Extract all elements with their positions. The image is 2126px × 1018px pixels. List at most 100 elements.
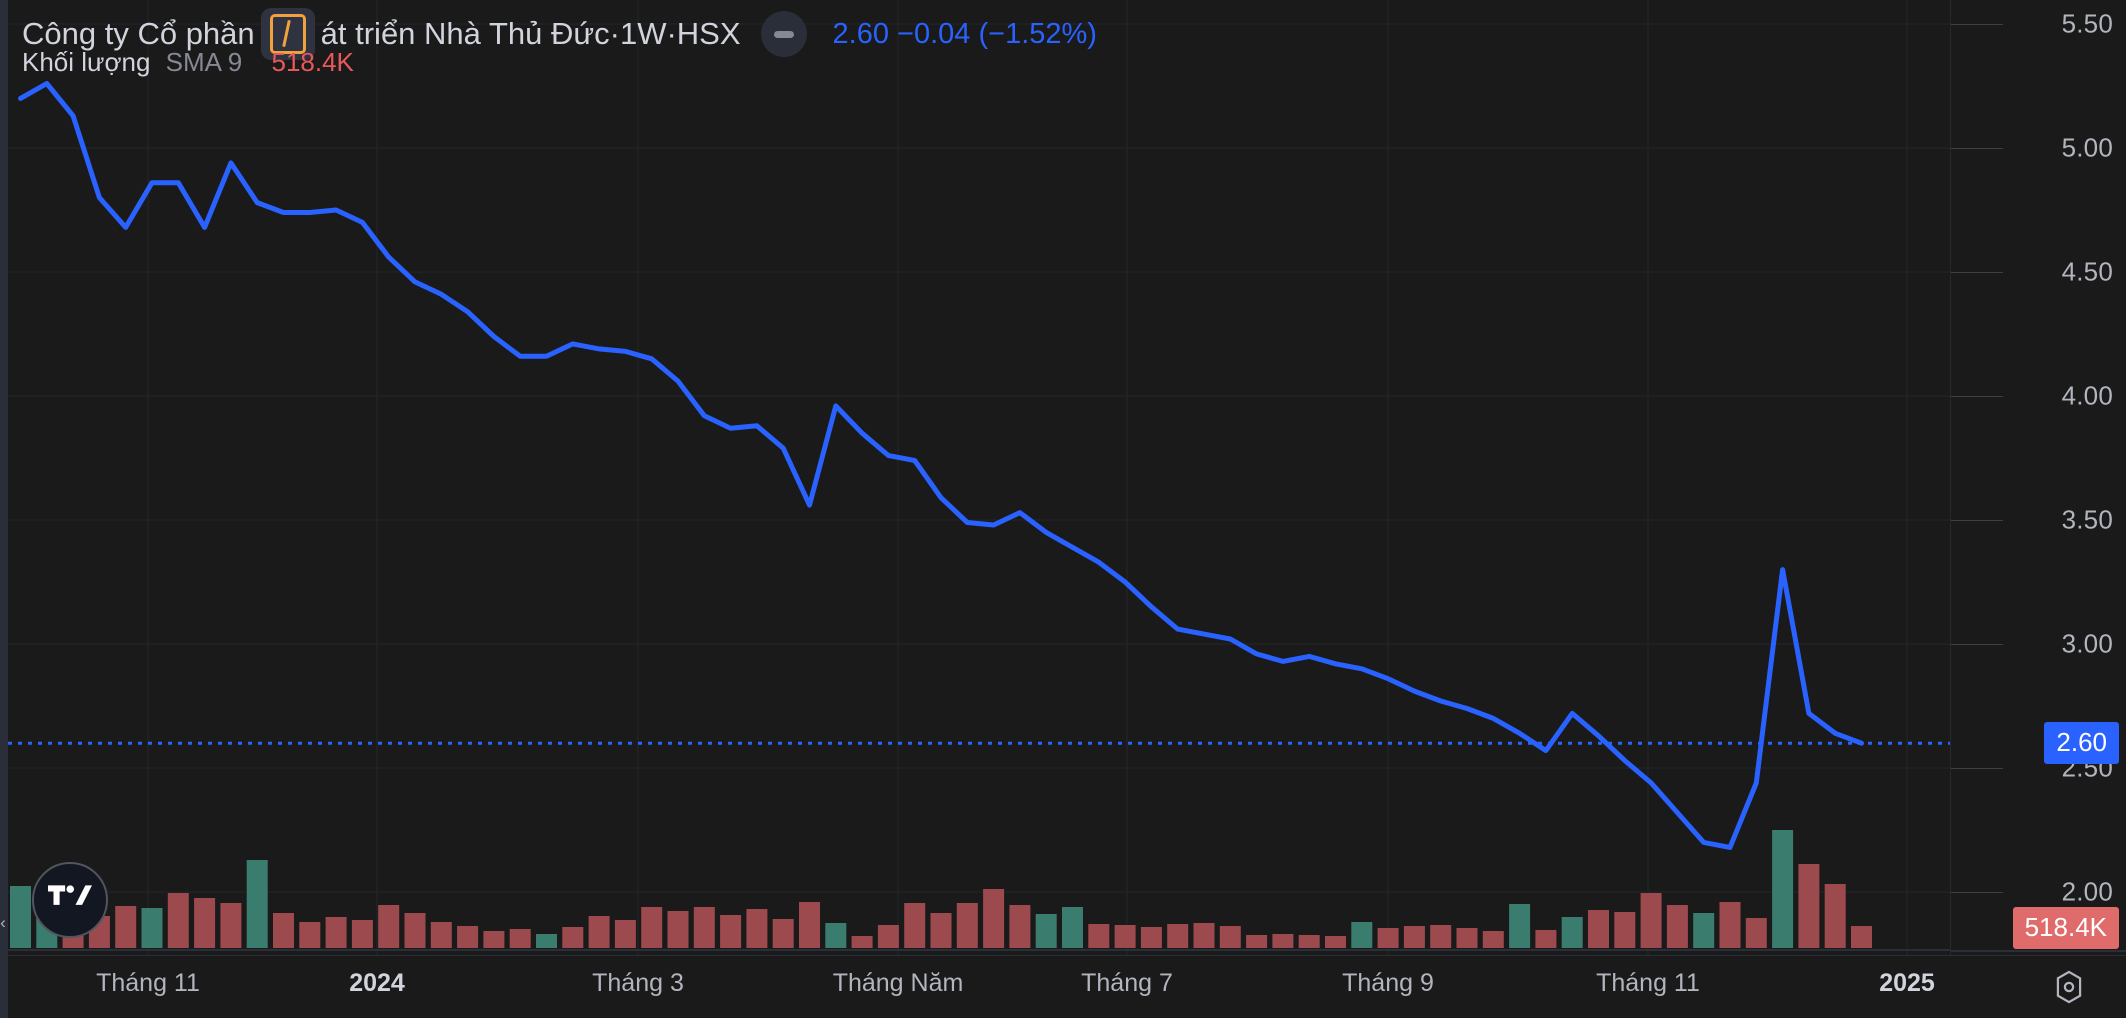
volume-bar [1535, 930, 1557, 948]
volume-bar [1482, 931, 1504, 948]
volume-bar [430, 922, 452, 948]
volume-bar [1325, 936, 1346, 948]
volume-bar [720, 915, 742, 948]
volume-bar [1403, 926, 1425, 948]
volume-bar [141, 908, 163, 948]
volume-bar [1614, 912, 1636, 948]
time-axis-tick: Tháng 9 [1342, 969, 1434, 997]
volume-bar [1088, 924, 1110, 948]
volume-bar [904, 903, 926, 948]
price-axis-tick: 4.00 [2061, 380, 2113, 411]
volume-legend-sma: SMA 9 [165, 47, 243, 77]
volume-bar [483, 931, 505, 948]
volume-bar [404, 913, 426, 948]
volume-bar [1666, 905, 1688, 948]
volume-bar [877, 925, 899, 948]
volume-bar [1824, 884, 1846, 948]
price-axis-tick: 3.00 [2061, 628, 2113, 659]
time-axis-tick: Tháng Năm [832, 969, 964, 997]
current-volume-tag[interactable]: 518.4K [2012, 907, 2119, 949]
volume-bar [562, 927, 584, 948]
volume-bar [1219, 926, 1241, 948]
volume-bar [614, 920, 636, 948]
minus-circle-icon[interactable] [760, 11, 807, 57]
price-axis-tick-mark [1951, 148, 2003, 149]
volume-bar [325, 917, 347, 948]
volume-bar [1377, 928, 1399, 948]
interval-label[interactable]: 1W [619, 16, 667, 51]
exchange-label: HSX [676, 16, 741, 51]
volume-bar [1009, 905, 1031, 948]
volume-legend-name[interactable]: Khối lượng [22, 47, 151, 77]
volume-bar [667, 911, 689, 948]
volume-bar [1430, 925, 1452, 948]
price-and-volume-plot [8, 0, 1950, 955]
volume-bar [536, 934, 557, 948]
volume-bar [1272, 934, 1294, 948]
volume-bar [693, 907, 715, 948]
volume-bar [273, 913, 294, 948]
time-axis-tick: 2025 [1879, 969, 1935, 997]
volume-legend: Khối lượng SMA 9 518.4K [22, 47, 354, 78]
quote-values: 2.60 −0.04 (−1.52%) [832, 17, 1097, 50]
gear-hex-icon[interactable] [2050, 968, 2088, 1006]
volume-bar [1114, 925, 1136, 948]
volume-bar [1798, 864, 1820, 948]
volume-bar [641, 907, 663, 948]
volume-bar [1193, 923, 1215, 948]
slash-square-icon[interactable] [260, 8, 315, 60]
time-axis-tick: Tháng 7 [1081, 969, 1173, 997]
volume-bar [299, 922, 321, 948]
current-price-tag[interactable]: 2.60 [2044, 722, 2119, 765]
volume-bar [1745, 918, 1767, 948]
legend-separator-2: · [666, 16, 677, 51]
volume-bar [351, 920, 373, 948]
volume-bar [1719, 902, 1741, 948]
price-axis-tick-mark [1951, 768, 2003, 769]
time-axis-tick: Tháng 11 [96, 969, 200, 997]
volume-bar [1456, 928, 1478, 948]
volume-bars [10, 830, 1872, 948]
volume-bar [1298, 935, 1320, 948]
volume-bar [1062, 907, 1083, 948]
price-axis-tick-mark [1951, 396, 2003, 397]
symbol-legend: Công ty Cổ phần át triển Nhà Thủ Đức · 1… [22, 8, 1097, 60]
price-axis-tick-mark [1951, 24, 2003, 25]
price-axis-tick: 4.50 [2061, 256, 2113, 287]
tradingview-logo-icon [48, 885, 92, 905]
company-name-part2: át triển Nhà Thủ Đức [320, 16, 610, 51]
volume-bar [930, 913, 952, 948]
volume-bar [772, 919, 794, 948]
volume-bar [1167, 924, 1189, 948]
left-rail [0, 0, 8, 1018]
volume-bar [1035, 914, 1057, 948]
volume-bar [983, 889, 1005, 948]
tradingview-logo[interactable] [32, 862, 108, 938]
price-axis-tick: 5.50 [2061, 8, 2113, 39]
chart-pane[interactable] [8, 0, 1950, 955]
volume-bar [825, 923, 847, 948]
volume-bar [115, 906, 137, 948]
volume-bar [1693, 913, 1715, 948]
volume-bar [1509, 904, 1531, 948]
volume-bar [1561, 917, 1583, 948]
volume-bar [220, 903, 242, 948]
volume-bar [509, 929, 531, 948]
price-line [18, 81, 1864, 850]
volume-bar [378, 905, 400, 948]
volume-bar [1851, 926, 1872, 948]
volume-bar [1640, 893, 1662, 948]
time-axis-tick: Tháng 11 [1596, 969, 1700, 997]
price-axis-tick-mark [1951, 272, 2003, 273]
volume-bar [10, 886, 31, 948]
price-axis-tick-mark [1951, 892, 2003, 893]
volume-bar [851, 936, 873, 948]
volume-bar [246, 860, 268, 948]
price-axis-tick-mark [1951, 520, 2003, 521]
time-axis[interactable]: Tháng 11 2024 Tháng 3 Tháng Năm Tháng 7 Tháng… [8, 955, 2126, 1018]
volume-bar [1246, 935, 1268, 948]
volume-bar [956, 903, 978, 948]
price-axis-tick-mark [1951, 644, 2003, 645]
price-axis[interactable]: 5.50 5.00 4.50 4.00 3.50 3.00 2.50 2.00 2.60 518.… [1950, 0, 2126, 955]
